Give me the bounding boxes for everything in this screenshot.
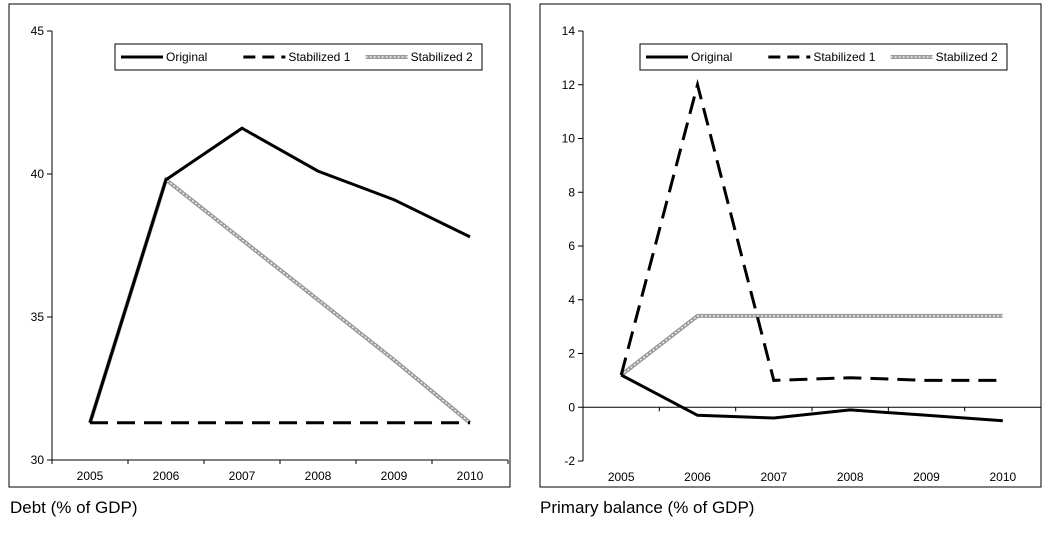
x-tick-label: 2005 bbox=[608, 470, 635, 484]
x-tick-2008: 2008 bbox=[837, 407, 889, 484]
legend-item-stabilized-2: Stabilized 2 bbox=[365, 50, 473, 64]
series-stabilized-2 bbox=[619, 313, 1003, 377]
x-tick-2010: 2010 bbox=[989, 407, 1042, 484]
x-tick-2007: 2007 bbox=[760, 407, 813, 484]
y-tick-2: 2 bbox=[568, 347, 583, 361]
y-tick-label: 35 bbox=[31, 310, 45, 324]
x-tick-2006: 2006 bbox=[684, 407, 737, 484]
y-tick-label: 2 bbox=[568, 347, 575, 361]
legend-item-stabilized-1: Stabilized 1 bbox=[243, 50, 351, 64]
series-line bbox=[88, 126, 471, 424]
series-line-hatch bbox=[89, 178, 471, 424]
x-tick-label: 2008 bbox=[305, 469, 332, 483]
x-tick-label: 2006 bbox=[153, 469, 180, 483]
y-tick-label: 4 bbox=[568, 293, 575, 307]
y-tick-30: 30 bbox=[31, 453, 52, 467]
y-tick-6: 6 bbox=[568, 239, 583, 253]
x-tick-2009: 2009 bbox=[913, 407, 966, 484]
y-tick-label: 6 bbox=[568, 239, 575, 253]
primary-balance-chart-caption: Primary balance (% of GDP) bbox=[540, 498, 755, 517]
y-tick-label: 0 bbox=[568, 400, 575, 414]
x-tick-2006: 2006 bbox=[153, 460, 205, 483]
legend-label: Stabilized 2 bbox=[936, 50, 998, 64]
y-tick-40: 40 bbox=[31, 167, 52, 181]
x-tick-label: 2007 bbox=[760, 470, 787, 484]
legend-item-original: Original bbox=[646, 50, 732, 64]
legend-label: Stabilized 2 bbox=[411, 50, 473, 64]
y-tick-10: 10 bbox=[562, 132, 583, 146]
y-tick-label: 30 bbox=[31, 453, 45, 467]
legend-box bbox=[639, 43, 1008, 71]
x-tick-label: 2005 bbox=[77, 469, 104, 483]
chart-frame bbox=[539, 3, 1042, 488]
legend-item-original: Original bbox=[121, 50, 207, 64]
y-tick-label: 14 bbox=[562, 24, 576, 38]
x-tick-2007: 2007 bbox=[229, 460, 281, 483]
x-tick-2010: 2010 bbox=[457, 460, 509, 483]
y-tick-35: 35 bbox=[31, 310, 52, 324]
y-tick-label: -2 bbox=[564, 454, 575, 468]
chart-frame bbox=[8, 3, 511, 488]
x-tick-2005: 2005 bbox=[77, 460, 129, 483]
x-tick-label: 2006 bbox=[684, 470, 711, 484]
x-tick-label: 2010 bbox=[457, 469, 484, 483]
x-tick-label: 2010 bbox=[989, 470, 1016, 484]
x-tick-2005: 2005 bbox=[608, 407, 660, 484]
x-tick-2008: 2008 bbox=[305, 460, 357, 483]
debt-chart: 30 35 40 45 2005 2006 2007 2008 2009 2010 Original… bbox=[8, 3, 511, 488]
series-original bbox=[620, 373, 1003, 423]
legend-box bbox=[114, 43, 483, 71]
y-tick-45: 45 bbox=[31, 24, 52, 38]
x-tick-label: 2009 bbox=[381, 469, 408, 483]
y-tick-14: 14 bbox=[562, 24, 583, 38]
y-tick-4: 4 bbox=[568, 293, 583, 307]
legend: Original Stabilized 1 Stabilized 2 bbox=[639, 43, 1008, 71]
y-tick-2: -2 bbox=[564, 454, 583, 468]
series-original bbox=[88, 126, 471, 424]
y-tick-label: 10 bbox=[562, 132, 576, 146]
legend-label: Original bbox=[166, 50, 207, 64]
legend-item-stabilized-1: Stabilized 1 bbox=[768, 50, 876, 64]
y-tick-label: 12 bbox=[562, 78, 576, 92]
debt-chart-panel: 30 35 40 45 2005 2006 2007 2008 2009 2010 Original… bbox=[0, 0, 520, 543]
y-tick-0: 0 bbox=[568, 400, 583, 414]
legend-item-stabilized-2: Stabilized 2 bbox=[890, 50, 998, 64]
y-tick-label: 8 bbox=[568, 185, 575, 199]
series-line bbox=[620, 373, 1003, 423]
primary-balance-chart-panel: -2 0 2 4 6 8 10 12 14 2005 2006 2007 2008 2009 2010 Ori… bbox=[531, 0, 1051, 543]
legend-label: Stabilized 1 bbox=[288, 50, 350, 64]
series-line bbox=[88, 176, 472, 425]
legend: Original Stabilized 1 Stabilized 2 bbox=[114, 43, 483, 71]
legend-label: Original bbox=[691, 50, 732, 64]
y-tick-8: 8 bbox=[568, 185, 583, 199]
series-line bbox=[619, 313, 1003, 377]
y-tick-12: 12 bbox=[562, 78, 583, 92]
x-tick-label: 2008 bbox=[837, 470, 864, 484]
debt-chart-caption: Debt (% of GDP) bbox=[10, 498, 138, 517]
x-tick-2009: 2009 bbox=[381, 460, 433, 483]
x-tick-label: 2007 bbox=[229, 469, 256, 483]
primary-balance-chart: -2 0 2 4 6 8 10 12 14 2005 2006 2007 2008 2009 2010 Ori… bbox=[539, 3, 1042, 488]
series-stabilized-2 bbox=[88, 176, 472, 425]
series-line-hatch bbox=[620, 315, 1003, 376]
x-tick-label: 2009 bbox=[913, 470, 940, 484]
series-line bbox=[619, 78, 1003, 382]
y-tick-label: 45 bbox=[31, 24, 45, 38]
legend-label: Stabilized 1 bbox=[813, 50, 875, 64]
y-tick-label: 40 bbox=[31, 167, 45, 181]
series-stabilized-1 bbox=[619, 78, 1003, 382]
